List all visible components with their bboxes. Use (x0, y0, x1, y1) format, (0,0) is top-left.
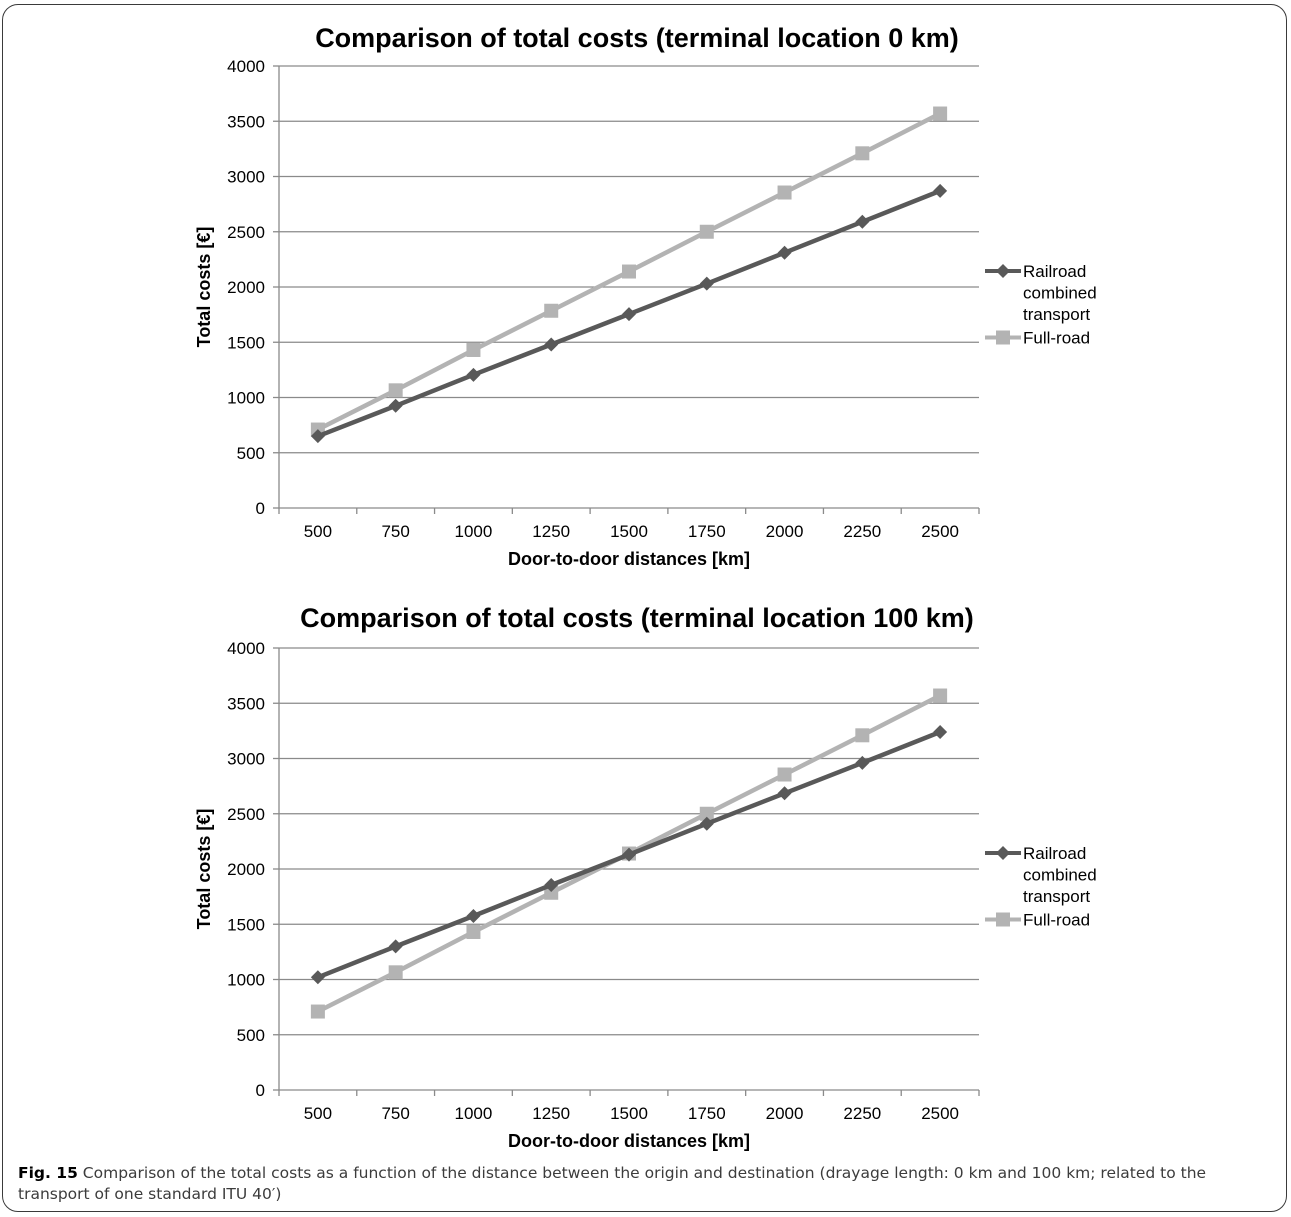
data-point-railroad (310, 429, 325, 444)
data-point-railroad (388, 398, 403, 413)
figure-frame (2, 4, 1287, 1212)
data-point-railroad (699, 816, 714, 831)
legend-marker-diamond (996, 264, 1010, 278)
data-point-full-road (310, 1004, 325, 1019)
x-tick-label: 1750 (688, 522, 726, 541)
y-tick-label: 500 (237, 1026, 265, 1045)
data-point-railroad (622, 307, 636, 322)
x-tick-label: 1000 (455, 522, 493, 541)
y-axis-title: Total costs [€] (194, 227, 214, 348)
data-point-full-road (544, 885, 559, 900)
data-point-railroad (544, 337, 559, 352)
data-point-full-road (699, 806, 714, 821)
y-tick-label: 1000 (227, 389, 265, 408)
x-tick-label: 2000 (766, 522, 804, 541)
y-tick-label: 3500 (227, 112, 265, 131)
y-tick-label: 500 (237, 444, 265, 463)
y-tick-label: 2500 (227, 223, 265, 242)
y-tick-label: 3000 (227, 750, 265, 769)
x-tick-label: 750 (381, 522, 409, 541)
y-axis-title: Total costs [€] (194, 809, 214, 930)
chart-terminal-0km: Comparison of total costs (terminal loca… (194, 23, 1097, 569)
data-point-full-road (855, 146, 870, 161)
y-tick-label: 0 (256, 1081, 265, 1100)
data-point-full-road (466, 342, 481, 357)
legend-marker-square (996, 912, 1010, 927)
data-point-railroad (855, 755, 870, 770)
data-point-full-road (699, 224, 714, 239)
legend-label: Railroad (1023, 262, 1086, 281)
y-tick-label: 1500 (227, 915, 265, 934)
x-tick-label: 2250 (843, 1104, 881, 1123)
data-point-full-road (777, 185, 792, 200)
y-tick-label: 3000 (227, 168, 265, 187)
y-tick-label: 2500 (227, 805, 265, 824)
figure-charts: Comparison of total costs (terminal loca… (194, 23, 1097, 1151)
x-tick-label: 1500 (610, 1104, 648, 1123)
data-point-full-road (466, 924, 481, 939)
data-point-railroad (544, 878, 559, 893)
data-point-railroad (699, 276, 714, 291)
data-point-railroad (622, 847, 636, 862)
y-tick-label: 0 (256, 499, 265, 518)
data-point-railroad (777, 245, 792, 260)
x-tick-label: 1500 (610, 522, 648, 541)
x-tick-label: 2500 (921, 1104, 959, 1123)
chart-terminal-100km: Comparison of total costs (terminal loca… (194, 603, 1097, 1151)
x-tick-label: 750 (381, 1104, 409, 1123)
y-tick-label: 3500 (227, 694, 265, 713)
data-point-full-road (855, 728, 870, 743)
data-point-full-road (777, 767, 792, 782)
legend-marker-diamond (996, 846, 1010, 860)
data-point-full-road (388, 965, 403, 980)
y-tick-label: 2000 (227, 860, 265, 879)
data-point-railroad (466, 908, 481, 923)
x-tick-label: 2500 (921, 522, 959, 541)
x-tick-label: 1750 (688, 1104, 726, 1123)
figure-caption: Fig. 15 Comparison of the total costs as… (18, 1163, 1273, 1205)
chart-title: Comparison of total costs (terminal loca… (315, 23, 959, 53)
caption-text: Comparison of the total costs as a funct… (18, 1164, 1207, 1203)
y-tick-label: 1000 (227, 971, 265, 990)
data-point-full-road (544, 303, 559, 318)
x-axis-title: Door-to-door distances [km] (508, 549, 750, 569)
legend-label: combined (1023, 866, 1097, 885)
data-point-railroad (933, 724, 948, 739)
x-axis-title: Door-to-door distances [km] (508, 1131, 750, 1151)
y-tick-label: 4000 (227, 57, 265, 76)
y-tick-label: 4000 (227, 639, 265, 658)
data-point-railroad (466, 367, 481, 382)
y-tick-label: 2000 (227, 278, 265, 297)
x-tick-label: 1250 (532, 1104, 570, 1123)
legend-marker-square (996, 330, 1010, 345)
chart-title: Comparison of total costs (terminal loca… (300, 603, 974, 633)
x-tick-label: 1250 (532, 522, 570, 541)
data-point-railroad (310, 970, 325, 985)
legend-label: Full-road (1023, 911, 1090, 930)
data-point-railroad (388, 939, 403, 954)
legend-label: combined (1023, 284, 1097, 303)
legend-label: Full-road (1023, 329, 1090, 348)
data-point-railroad (777, 786, 792, 801)
data-point-railroad (933, 183, 948, 198)
x-tick-label: 500 (304, 1104, 332, 1123)
data-point-full-road (388, 383, 403, 398)
legend-label: transport (1023, 887, 1090, 906)
data-point-full-road (933, 688, 948, 703)
x-tick-label: 2250 (843, 522, 881, 541)
caption-label: Fig. 15 (18, 1164, 78, 1182)
legend-label: Railroad (1023, 844, 1086, 863)
legend-label: transport (1023, 305, 1090, 324)
x-tick-label: 2000 (766, 1104, 804, 1123)
data-point-railroad (855, 214, 870, 229)
data-point-full-road (622, 264, 636, 279)
x-tick-label: 500 (304, 522, 332, 541)
data-point-full-road (933, 106, 948, 121)
x-tick-label: 1000 (455, 1104, 493, 1123)
y-tick-label: 1500 (227, 333, 265, 352)
